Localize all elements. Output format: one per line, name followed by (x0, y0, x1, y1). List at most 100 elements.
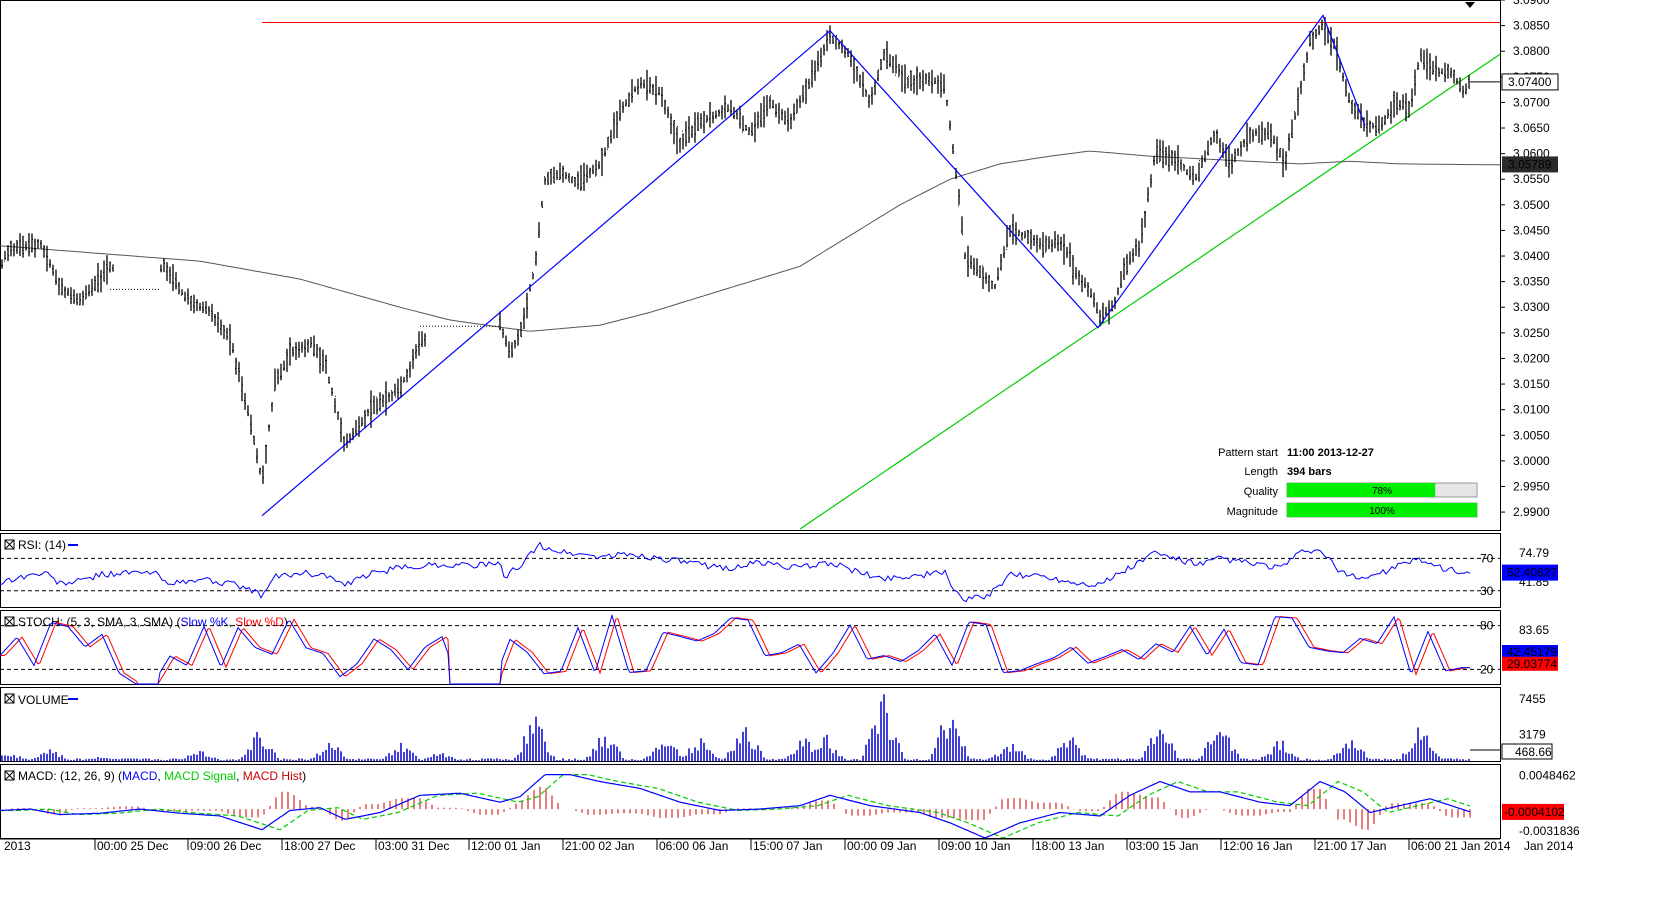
price-tick-label: 3.0800 (1513, 44, 1550, 58)
stoch-close-icon[interactable] (4, 616, 15, 627)
ma-value-badge: 3.05789 (1502, 156, 1558, 173)
rsi-close-icon[interactable] (4, 539, 15, 550)
volume-pane[interactable]: VOLUME 7455 3179 468.66 (1, 692, 1553, 761)
macd-title-paren-open: ( (115, 769, 122, 783)
macd-legend-macd: MACD (122, 769, 158, 783)
volume-bars (1, 694, 1470, 761)
rsi-axis-label-high: 74.79 (1519, 546, 1549, 560)
rsi-pane-frame (0, 533, 1501, 608)
quality-value: 78% (1372, 486, 1392, 497)
magnitude-label: Magnitude (1227, 506, 1278, 518)
macd-histogram (5, 786, 1471, 830)
quality-bar-fill (1287, 483, 1436, 497)
time-tick-label: 15:00 07 Jan (753, 839, 822, 853)
time-tick-label: 06:00 06 Jan (659, 839, 728, 853)
time-tick-label: 06:00 21 Jan 2014 (1411, 839, 1511, 853)
time-tick-label: 09:00 10 Jan (941, 839, 1010, 853)
stoch-title-paren-close: ) (284, 615, 288, 629)
volume-axis-label-low: 3179 (1519, 728, 1546, 742)
macd-title-row: MACD: (12, 26, 9) (MACD, MACD Signal, MA… (18, 769, 306, 783)
price-tick-label: 3.0850 (1513, 19, 1550, 33)
rsi-current-value: 52.40827 (1507, 566, 1557, 580)
macd-legend-signal: MACD Signal (164, 769, 236, 783)
quality-label: Quality (1244, 486, 1279, 498)
stoch-legend-d: Slow %D (235, 615, 284, 629)
rsi-value-badge (1502, 564, 1558, 581)
macd-pane[interactable]: MACD: (12, 26, 9) (MACD, MACD Signal, MA… (0, 769, 1580, 839)
volume-axis-label-high: 7455 (1519, 692, 1546, 706)
rsi-level-label: 30 (1480, 584, 1494, 598)
time-tick-label: 09:00 26 Dec (190, 839, 261, 853)
current-price-badge: 3.07400 (1470, 73, 1559, 91)
macd-axis-label-low: -0.0031836 (1519, 824, 1580, 838)
rsi-line (0, 541, 1471, 603)
current-price-label: 3.07400 (1508, 75, 1552, 89)
price-pane[interactable]: 3.09003.08503.08003.07503.07003.06503.06… (0, 0, 1559, 530)
stoch-level-label: 80 (1480, 619, 1494, 633)
volume-title: VOLUME (18, 693, 69, 707)
price-tick-label: 3.0400 (1513, 249, 1550, 263)
stoch-levels: 80 20 (0, 619, 1500, 676)
price-tick-label: 3.0050 (1513, 428, 1550, 442)
stoch-level-label: 20 (1480, 662, 1494, 676)
time-tick-label: 12:00 16 Jan (1223, 839, 1292, 853)
length-label: Length (1244, 466, 1278, 478)
ma-value-label: 3.05789 (1508, 157, 1552, 171)
rsi-level-label: 70 (1480, 551, 1494, 565)
stoch-pane[interactable]: STOCH: (5, 3, SMA, 3, SMA) (Slow %K, Slo… (0, 613, 1558, 685)
length-value: 394 bars (1287, 466, 1332, 478)
time-tick-label: 21:00 02 Jan (565, 839, 634, 853)
time-axis: 2013 00:00 25 Dec 09:00 26 Dec 18:00 27 Dec… (0, 838, 1574, 853)
price-tick-label: 3.0250 (1513, 326, 1550, 340)
volume-pane-frame (0, 687, 1501, 762)
price-tick-label: 3.0650 (1513, 121, 1550, 135)
price-tick-label: 3.0900 (1513, 0, 1550, 7)
price-bars (1, 17, 1470, 484)
stoch-title-comma: , (229, 615, 236, 629)
price-tick-label: 3.0500 (1513, 198, 1550, 212)
macd-signal-line (0, 774, 1471, 839)
stoch-axis-label-high: 83.65 (1519, 623, 1549, 637)
time-tick-label: 12:00 01 Jan (471, 839, 540, 853)
time-tick-label: 03:00 31 Dec (378, 839, 449, 853)
price-tick-label: 3.0550 (1513, 172, 1550, 186)
pattern-info-panel: Pattern start 11:00 2013-12-27 Length 39… (1218, 447, 1478, 518)
macd-title-paren-close: ) (302, 769, 306, 783)
stoch-slow-k-line (0, 613, 1470, 685)
dotted-lines (110, 288, 500, 327)
volume-close-icon[interactable] (4, 693, 15, 704)
stoch-k-value-badge (1502, 645, 1558, 660)
price-tick-label: 3.0100 (1513, 403, 1550, 417)
macd-title-comma-2: , (236, 769, 243, 783)
stoch-title-paren-open: ( (173, 615, 180, 629)
time-tick-label: 00:00 09 Jan (847, 839, 916, 853)
macd-close-icon[interactable] (4, 770, 15, 781)
price-tick-label: 3.0200 (1513, 351, 1550, 365)
time-tick-label: 18:00 13 Jan (1035, 839, 1104, 853)
price-tick-label: 2.9900 (1513, 505, 1550, 519)
price-tick-label: 3.0300 (1513, 300, 1550, 314)
moving-average-line (0, 150, 1501, 332)
stoch-title-row: STOCH: (5, 3, SMA, 3, SMA) (Slow %K, Slo… (18, 615, 288, 629)
macd-value-badge (1502, 803, 1564, 820)
price-tick-label: 3.0350 (1513, 275, 1550, 289)
macd-line (0, 774, 1471, 839)
price-tick-label: 3.0000 (1513, 454, 1550, 468)
time-tick-label: 00:00 25 Dec (97, 839, 168, 853)
macd-legend-hist: MACD Hist (243, 769, 303, 783)
time-tick-label: Jan 2014 (1524, 839, 1574, 853)
magnitude-bar-fill (1287, 503, 1477, 517)
scroll-marker-icon[interactable] (1465, 2, 1475, 8)
price-tick-label: 3.0150 (1513, 377, 1550, 391)
macd-title: MACD: (12, 26, 9) (18, 769, 115, 783)
rsi-title: RSI: (14) (18, 538, 66, 552)
macd-title-comma-1: , (157, 769, 164, 783)
pattern-start-value: 11:00 2013-12-27 (1287, 447, 1374, 459)
support-line (799, 53, 1501, 530)
volume-current-value: 468.66 (1515, 745, 1552, 759)
stoch-title: STOCH: (5, 3, SMA, 3, SMA) (18, 615, 173, 629)
stoch-pane-frame (0, 610, 1501, 685)
rsi-levels: 70 30 (0, 551, 1500, 598)
